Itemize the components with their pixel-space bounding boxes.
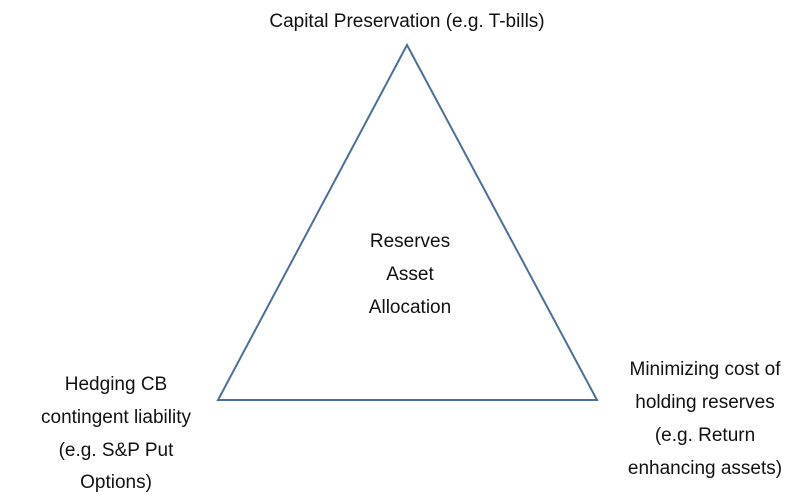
- left-label: Hedging CB: [65, 374, 167, 395]
- right-label: Minimizing cost of: [630, 359, 782, 380]
- left-label: contingent liability: [41, 407, 191, 428]
- right-label: enhancing assets): [628, 458, 782, 479]
- right-label: holding reserves: [635, 392, 774, 413]
- top-label: Capital Preservation (e.g. T-bills): [269, 11, 544, 32]
- center-label: Allocation: [369, 297, 451, 318]
- center-label: Reserves: [370, 231, 450, 252]
- left-label: (e.g. S&P Put: [59, 440, 174, 461]
- right-label: (e.g. Return: [655, 425, 755, 446]
- left-label: Options): [80, 472, 152, 493]
- center-label: Asset: [386, 264, 434, 285]
- triangle: [216, 42, 599, 401]
